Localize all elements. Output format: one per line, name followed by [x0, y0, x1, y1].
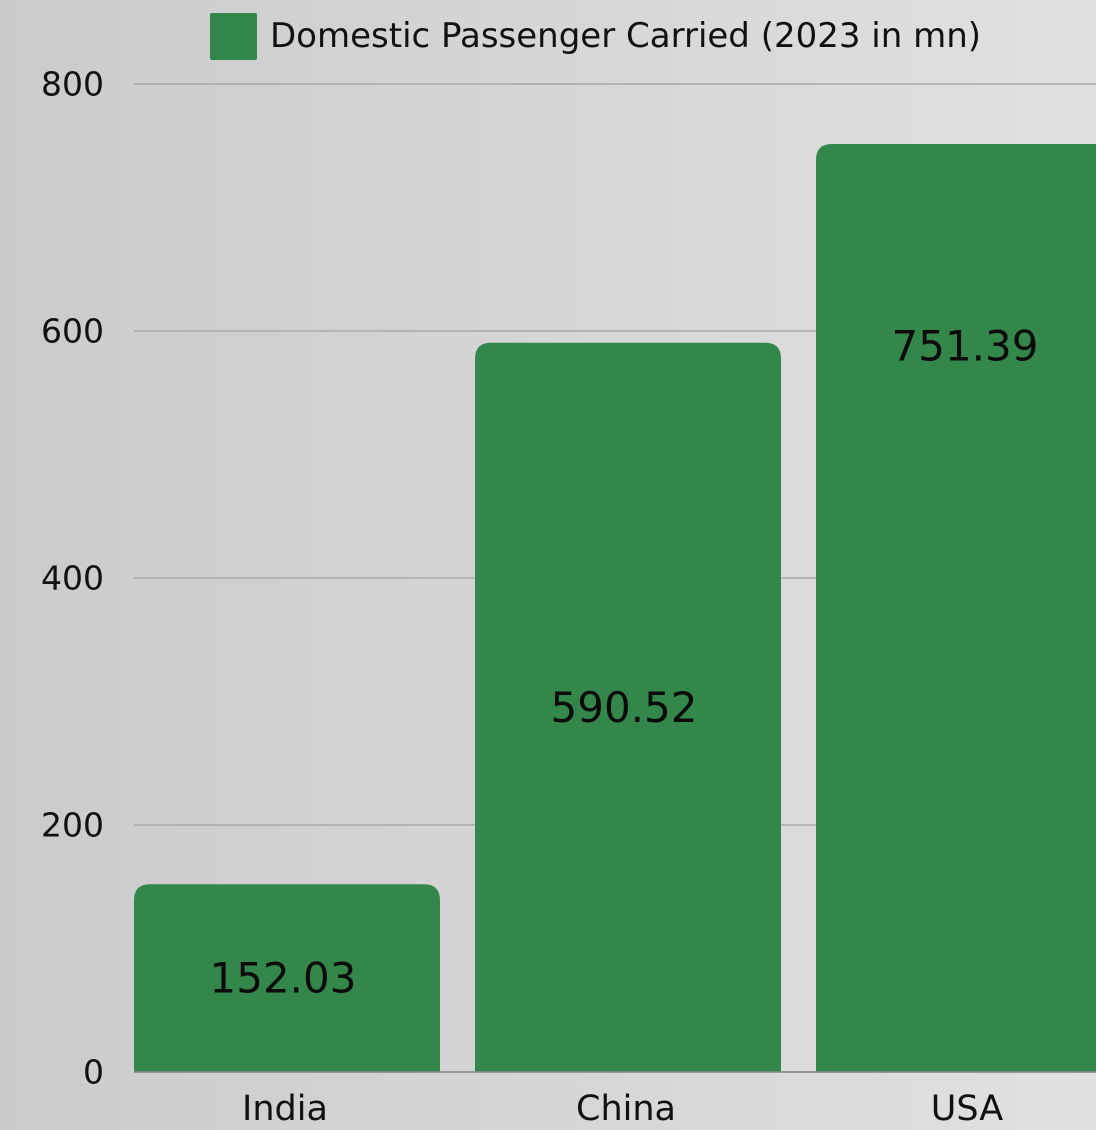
data-labels: 152.03 590.52 751.39: [210, 322, 1039, 1003]
data-label-usa: 751.39: [892, 322, 1039, 371]
x-tick-label-china: China: [576, 1089, 676, 1129]
legend-label: Domestic Passenger Carried (2023 in mn): [270, 16, 982, 56]
y-tick-label-800: 800: [41, 65, 104, 104]
y-tick-label-0: 0: [83, 1053, 104, 1092]
legend-swatch: [210, 12, 257, 60]
x-axis: India China USA: [134, 1071, 1096, 1129]
y-axis: 0 200 400 600 800: [41, 65, 104, 1092]
y-tick-label-200: 200: [41, 806, 104, 845]
y-tick-label-600: 600: [41, 312, 104, 351]
data-label-india: 152.03: [210, 954, 357, 1003]
data-label-china: 590.52: [551, 683, 698, 732]
x-tick-label-india: India: [242, 1089, 328, 1129]
legend: Domestic Passenger Carried (2023 in mn): [210, 12, 981, 60]
bar-china: [475, 342, 781, 1073]
bar-india: [134, 884, 440, 1072]
y-tick-label-400: 400: [41, 559, 104, 598]
x-tick-label-usa: USA: [931, 1089, 1003, 1129]
bar-usa: [816, 144, 1096, 1072]
bars: [134, 144, 1096, 1073]
